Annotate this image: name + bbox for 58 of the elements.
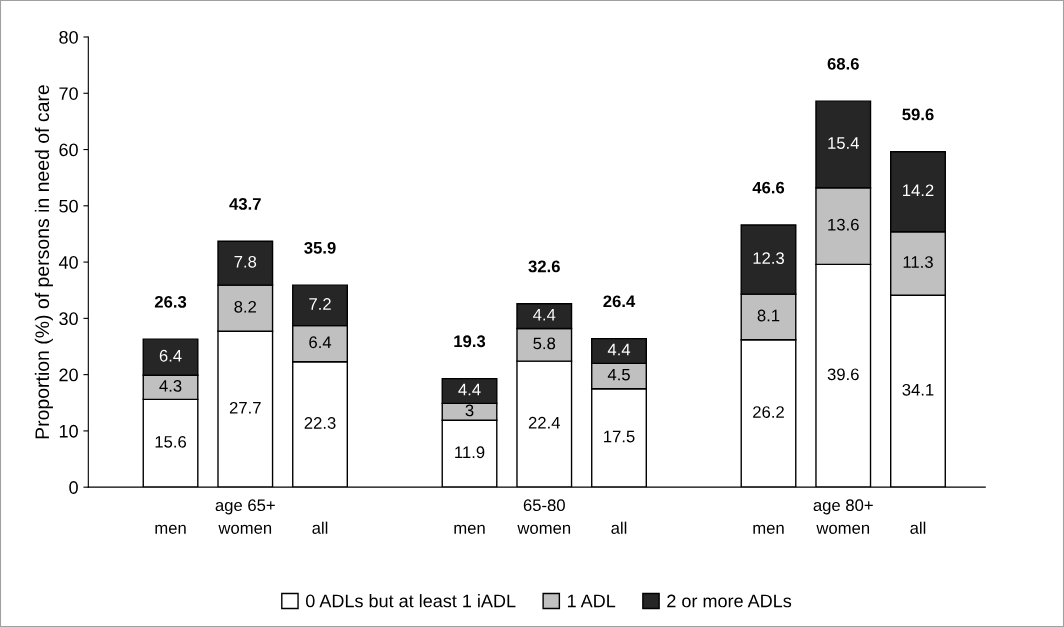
data-label: 3	[465, 404, 474, 417]
x-tick-label: all	[312, 521, 328, 534]
data-label: 39.6	[827, 368, 859, 381]
data-label: 22.4	[528, 416, 560, 429]
data-label: 12.3	[753, 252, 784, 265]
x-tick-label: men	[155, 524, 186, 534]
x-tick-label: men	[753, 524, 784, 534]
y-tick-label: 40	[58, 256, 78, 269]
data-label: 4.4	[458, 383, 481, 396]
data-label: 11.9	[455, 446, 485, 459]
total-label: 68.6	[827, 57, 859, 70]
y-tick-label: 60	[59, 143, 78, 157]
total-label: 35.9	[304, 241, 336, 254]
legend-label: 1 ADL	[567, 594, 616, 608]
x-tick-label: all	[611, 521, 627, 534]
total-label: 26.3	[154, 295, 187, 308]
data-label: 15.6	[155, 435, 187, 448]
y-tick-label: 10	[59, 424, 78, 438]
y-tick-label: 20	[59, 368, 78, 382]
x-tick-label: men	[454, 524, 485, 534]
data-label: 17.5	[604, 430, 635, 443]
x-tick-label: age 80+ women	[813, 499, 873, 534]
data-label: 13.6	[828, 218, 859, 231]
total-label: 19.3	[454, 335, 486, 348]
data-label: 5.8	[533, 337, 556, 350]
legend-label: 0 ADLs but at least 1 iADL	[305, 594, 516, 608]
total-label: 46.6	[752, 181, 785, 194]
data-label: 8.2	[234, 300, 257, 313]
data-label: 34.1	[902, 383, 934, 396]
x-tick-label: all	[910, 521, 926, 534]
y-tick-label: 0	[69, 481, 78, 494]
data-label: 27.7	[229, 401, 261, 414]
y-tick-label: 50	[59, 199, 78, 213]
legend-label: 2 or more ADLs	[667, 594, 792, 608]
data-label: 4.3	[159, 379, 182, 392]
data-label: 22.3	[304, 417, 336, 429]
data-label: 7.8	[234, 255, 257, 268]
x-tick-label: age 65+ women	[215, 499, 275, 534]
y-axis-title: Proportion (%) of persons in need of care	[34, 85, 53, 439]
y-tick-label: 70	[59, 87, 78, 100]
total-label: 32.6	[528, 260, 560, 273]
data-label: 8.1	[757, 309, 780, 322]
data-label: 15.4	[828, 137, 859, 149]
y-tick-label: 80	[59, 30, 78, 44]
data-label: 4.4	[533, 308, 556, 321]
y-tick-label: 30	[59, 312, 78, 326]
data-label: 4.5	[607, 368, 630, 381]
total-label: 59.6	[902, 108, 934, 121]
data-label: 4.4	[607, 343, 631, 356]
x-tick-label: 65-80 women	[517, 499, 571, 534]
total-label: 43.7	[229, 198, 261, 210]
data-label: 14.2	[903, 184, 934, 197]
total-label: 26.4	[603, 295, 636, 308]
data-label: 6.4	[159, 349, 182, 362]
data-label: 11.3	[903, 256, 933, 268]
data-label: 7.2	[309, 298, 331, 310]
data-label: 6.4	[309, 336, 332, 349]
data-label: 26.2	[753, 406, 784, 418]
